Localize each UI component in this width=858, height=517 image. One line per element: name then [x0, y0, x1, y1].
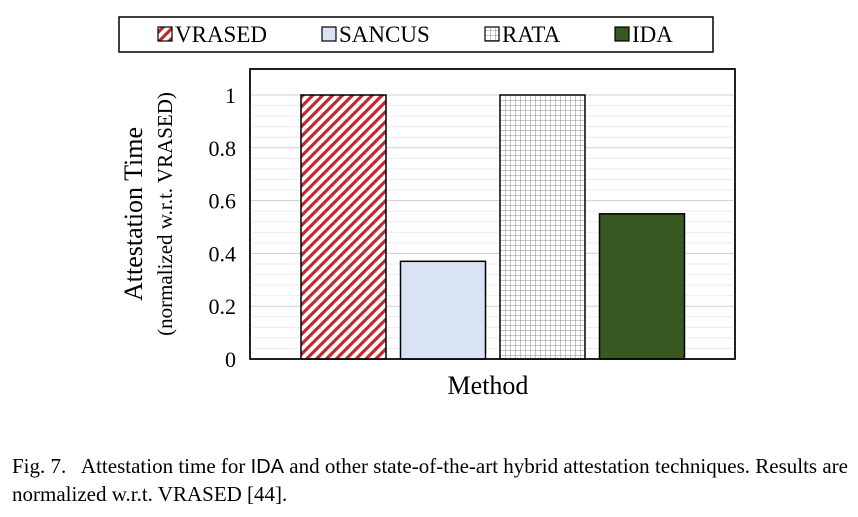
bar-sancus	[399, 260, 487, 360]
chart: VRASED SANCUS RATA IDA 0 0.2 0.4 0.6 0.8 1 Metho…	[118, 16, 736, 400]
y-tick-label: 0.2	[209, 294, 237, 319]
y-tick-label: 0	[225, 347, 236, 372]
bar-vrased	[300, 94, 387, 360]
y-tick-labels: 0 0.2 0.4 0.6 0.8 1	[209, 83, 237, 372]
y-tick-label: 1	[225, 83, 236, 108]
y-axis-label: Attestation Time	[119, 127, 148, 301]
legend-box	[118, 16, 714, 53]
caption-text-after: and other state-of-the-art hybrid attest…	[12, 454, 849, 506]
y-axis-sublabel: (normalized w.r.t. VRASED)	[153, 92, 177, 336]
legend-label-rata: RATA	[502, 22, 561, 47]
caption-prefix: Fig. 7.	[12, 454, 67, 478]
legend-label-sancus: SANCUS	[339, 22, 430, 47]
legend-swatch-sancus	[321, 26, 337, 42]
y-tick-label: 0.4	[209, 241, 237, 266]
legend-label-ida: IDA	[632, 22, 673, 47]
caption-ida: IDA	[250, 456, 285, 478]
legend-swatch-ida	[614, 26, 630, 42]
y-tick-label: 0.8	[209, 136, 237, 161]
legend-swatch-vrased	[157, 26, 173, 42]
figure-caption: Fig. 7. Attestation time for IDA and oth…	[12, 453, 848, 508]
x-axis-label: Method	[448, 371, 529, 400]
legend-swatch-rata	[484, 26, 500, 42]
legend: VRASED SANCUS RATA IDA	[157, 22, 673, 47]
caption-text-before: Attestation time for	[80, 454, 251, 478]
y-tick-label: 0.6	[209, 189, 237, 214]
bars	[300, 94, 686, 360]
legend-label-vrased: VRASED	[175, 22, 267, 47]
bar-rata	[499, 94, 586, 360]
bar-ida	[598, 213, 686, 360]
